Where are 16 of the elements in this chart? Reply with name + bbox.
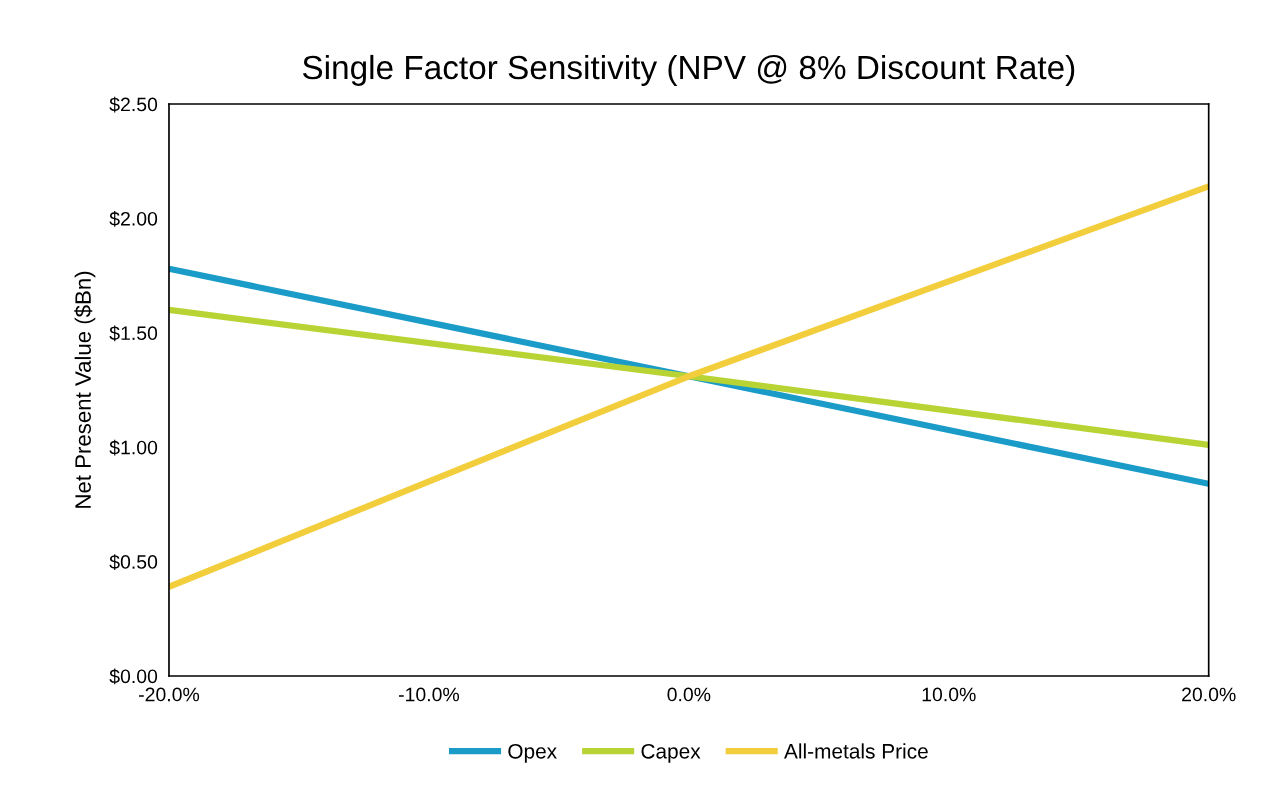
y-tick-label: $0.50 — [109, 554, 158, 570]
y-tick-label: $2.50 — [109, 96, 158, 113]
y-tick-label: $1.00 — [109, 439, 158, 456]
legend-label: Capex — [641, 743, 701, 763]
y-tick-label: $2.00 — [109, 211, 158, 227]
y-tick-label: $1.50 — [109, 325, 158, 342]
x-tick-label: 10.0% — [922, 687, 976, 702]
legend-label: All-metals Price — [784, 743, 928, 759]
chart-title: Single Factor Sensitivity (NPV @ 8% Discount Rate) — [302, 54, 1075, 86]
legend-label: Opex — [508, 743, 557, 763]
y-axis-title: Net Present Value ($Bn) — [74, 271, 96, 508]
x-tick-label: 0.0% — [667, 687, 711, 702]
x-tick-label: 20.0% — [1182, 687, 1236, 702]
y-tick-label: $0.00 — [109, 668, 158, 685]
x-tick-label: -20.0% — [139, 687, 200, 702]
x-tick-label: -10.0% — [398, 687, 460, 702]
